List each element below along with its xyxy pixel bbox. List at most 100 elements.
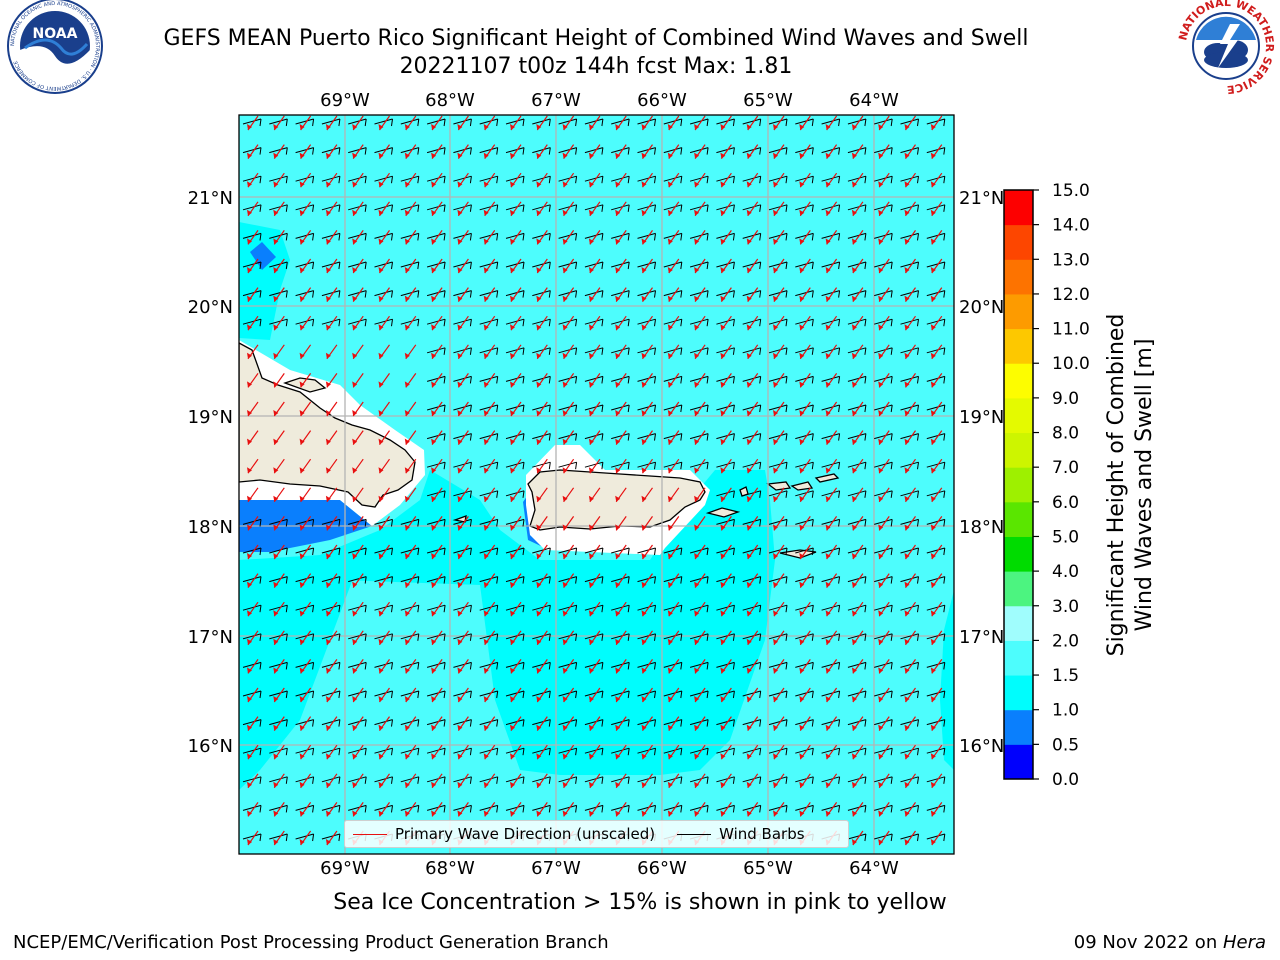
wind-barb	[558, 261, 578, 270]
wind-barb	[742, 204, 762, 212]
lon-label: 66°W	[637, 858, 687, 879]
wind-barb	[637, 404, 656, 413]
wind-barb	[295, 833, 315, 842]
wave-direction-arrow	[273, 458, 285, 474]
wave-direction-arrow	[457, 373, 469, 388]
wave-direction-arrow	[641, 401, 653, 417]
wave-direction-arrow	[352, 687, 364, 703]
wave-direction-arrow	[851, 773, 864, 789]
wind-barb	[926, 118, 946, 127]
wave-direction-arrow	[720, 458, 732, 474]
wave-direction-arrow	[746, 516, 759, 531]
wind-barb	[900, 547, 919, 556]
wave-direction-arrow	[562, 315, 575, 331]
wave-direction-arrow	[510, 430, 522, 445]
wave-direction-arrow	[746, 716, 759, 731]
wave-direction-arrow	[825, 601, 838, 617]
wind-barb	[479, 604, 499, 613]
wind-barb	[900, 690, 919, 699]
wave-direction-arrow	[536, 258, 548, 274]
wind-barb	[821, 433, 841, 441]
wave-direction-arrow	[431, 230, 443, 245]
wave-direction-arrow	[694, 430, 706, 445]
wind-barb	[689, 118, 709, 127]
wave-direction-arrow	[641, 630, 653, 646]
wind-barb	[637, 719, 656, 727]
wave-direction-arrow	[483, 487, 496, 503]
wave-direction-arrow	[667, 630, 680, 646]
wave-direction-arrow	[667, 458, 680, 474]
wave-direction-arrow	[352, 315, 364, 331]
wind-barb	[453, 375, 472, 384]
wind-barb	[400, 204, 420, 212]
colorbar-swatch	[1004, 536, 1033, 572]
wave-direction-arrow	[352, 630, 364, 646]
wave-direction-arrow	[483, 230, 496, 245]
wind-barb	[663, 318, 683, 327]
wind-barb	[768, 776, 788, 784]
wind-barb	[821, 375, 841, 384]
wave-direction-arrow	[510, 544, 522, 560]
wave-direction-arrow	[878, 430, 890, 445]
wind-barb	[400, 290, 420, 298]
colorbar-swatch	[1004, 744, 1033, 780]
wind-barb	[558, 318, 578, 327]
wind-barb	[768, 404, 788, 413]
wind-barb	[584, 433, 604, 441]
wind-barb	[584, 719, 604, 727]
calm-wave-zone-west	[239, 560, 360, 790]
wave-direction-arrow	[825, 315, 838, 331]
wind-barb	[795, 232, 814, 241]
wave-direction-arrow	[483, 802, 496, 817]
wave-direction-arrow	[773, 144, 785, 159]
wave-direction-arrow	[904, 287, 916, 302]
wave-direction-arrow	[720, 258, 732, 274]
wave-direction-arrow	[904, 630, 916, 646]
wave-direction-arrow	[694, 287, 706, 302]
wave-direction-arrow	[352, 430, 364, 445]
wave-direction-arrow	[904, 544, 916, 560]
wave-direction-arrow	[483, 430, 496, 445]
wind-barb	[768, 576, 788, 584]
wind-barb	[716, 661, 735, 670]
wave-direction-arrow	[299, 287, 312, 302]
wave-direction-arrow	[720, 401, 732, 417]
wave-direction-arrow	[667, 487, 680, 503]
wave-direction-arrow	[273, 172, 285, 188]
wave-direction-arrow	[247, 258, 259, 274]
wind-barb	[348, 118, 367, 127]
wave-direction-arrow	[431, 487, 443, 503]
wind-barb	[505, 375, 525, 384]
credit-date: 09 Nov 2022 on	[1073, 932, 1223, 953]
wind-barb	[900, 804, 919, 813]
wave-direction-arrow	[588, 744, 601, 760]
wind-barb	[637, 661, 656, 670]
wave-direction-arrow	[641, 373, 653, 388]
wind-barb	[716, 147, 735, 155]
wave-direction-arrow	[325, 487, 338, 503]
wind-barb	[874, 690, 893, 699]
wind-barb	[295, 719, 315, 727]
wave-direction-arrow	[904, 172, 916, 188]
wave-direction-arrow	[773, 230, 785, 245]
wave-direction-arrow	[773, 802, 785, 817]
wave-direction-arrow	[878, 687, 890, 703]
wind-barb	[479, 661, 499, 670]
wave-direction-arrow	[431, 630, 443, 646]
lon-label: 65°W	[743, 90, 793, 111]
wind-barb	[900, 661, 919, 670]
wind-barb	[926, 175, 946, 184]
wind-barb	[874, 576, 893, 584]
wave-direction-arrow	[851, 315, 864, 331]
wind-barb	[663, 633, 683, 641]
wave-direction-arrow	[431, 430, 443, 445]
wind-barb	[505, 347, 525, 355]
wind-barb	[742, 661, 762, 670]
wave-direction-arrow	[483, 258, 496, 274]
wave-direction-arrow	[720, 630, 732, 646]
wind-barb	[742, 375, 762, 384]
wave-direction-arrow	[825, 458, 838, 474]
wind-barb	[689, 232, 709, 241]
wind-barb	[874, 204, 893, 212]
wind-barb	[716, 261, 735, 270]
